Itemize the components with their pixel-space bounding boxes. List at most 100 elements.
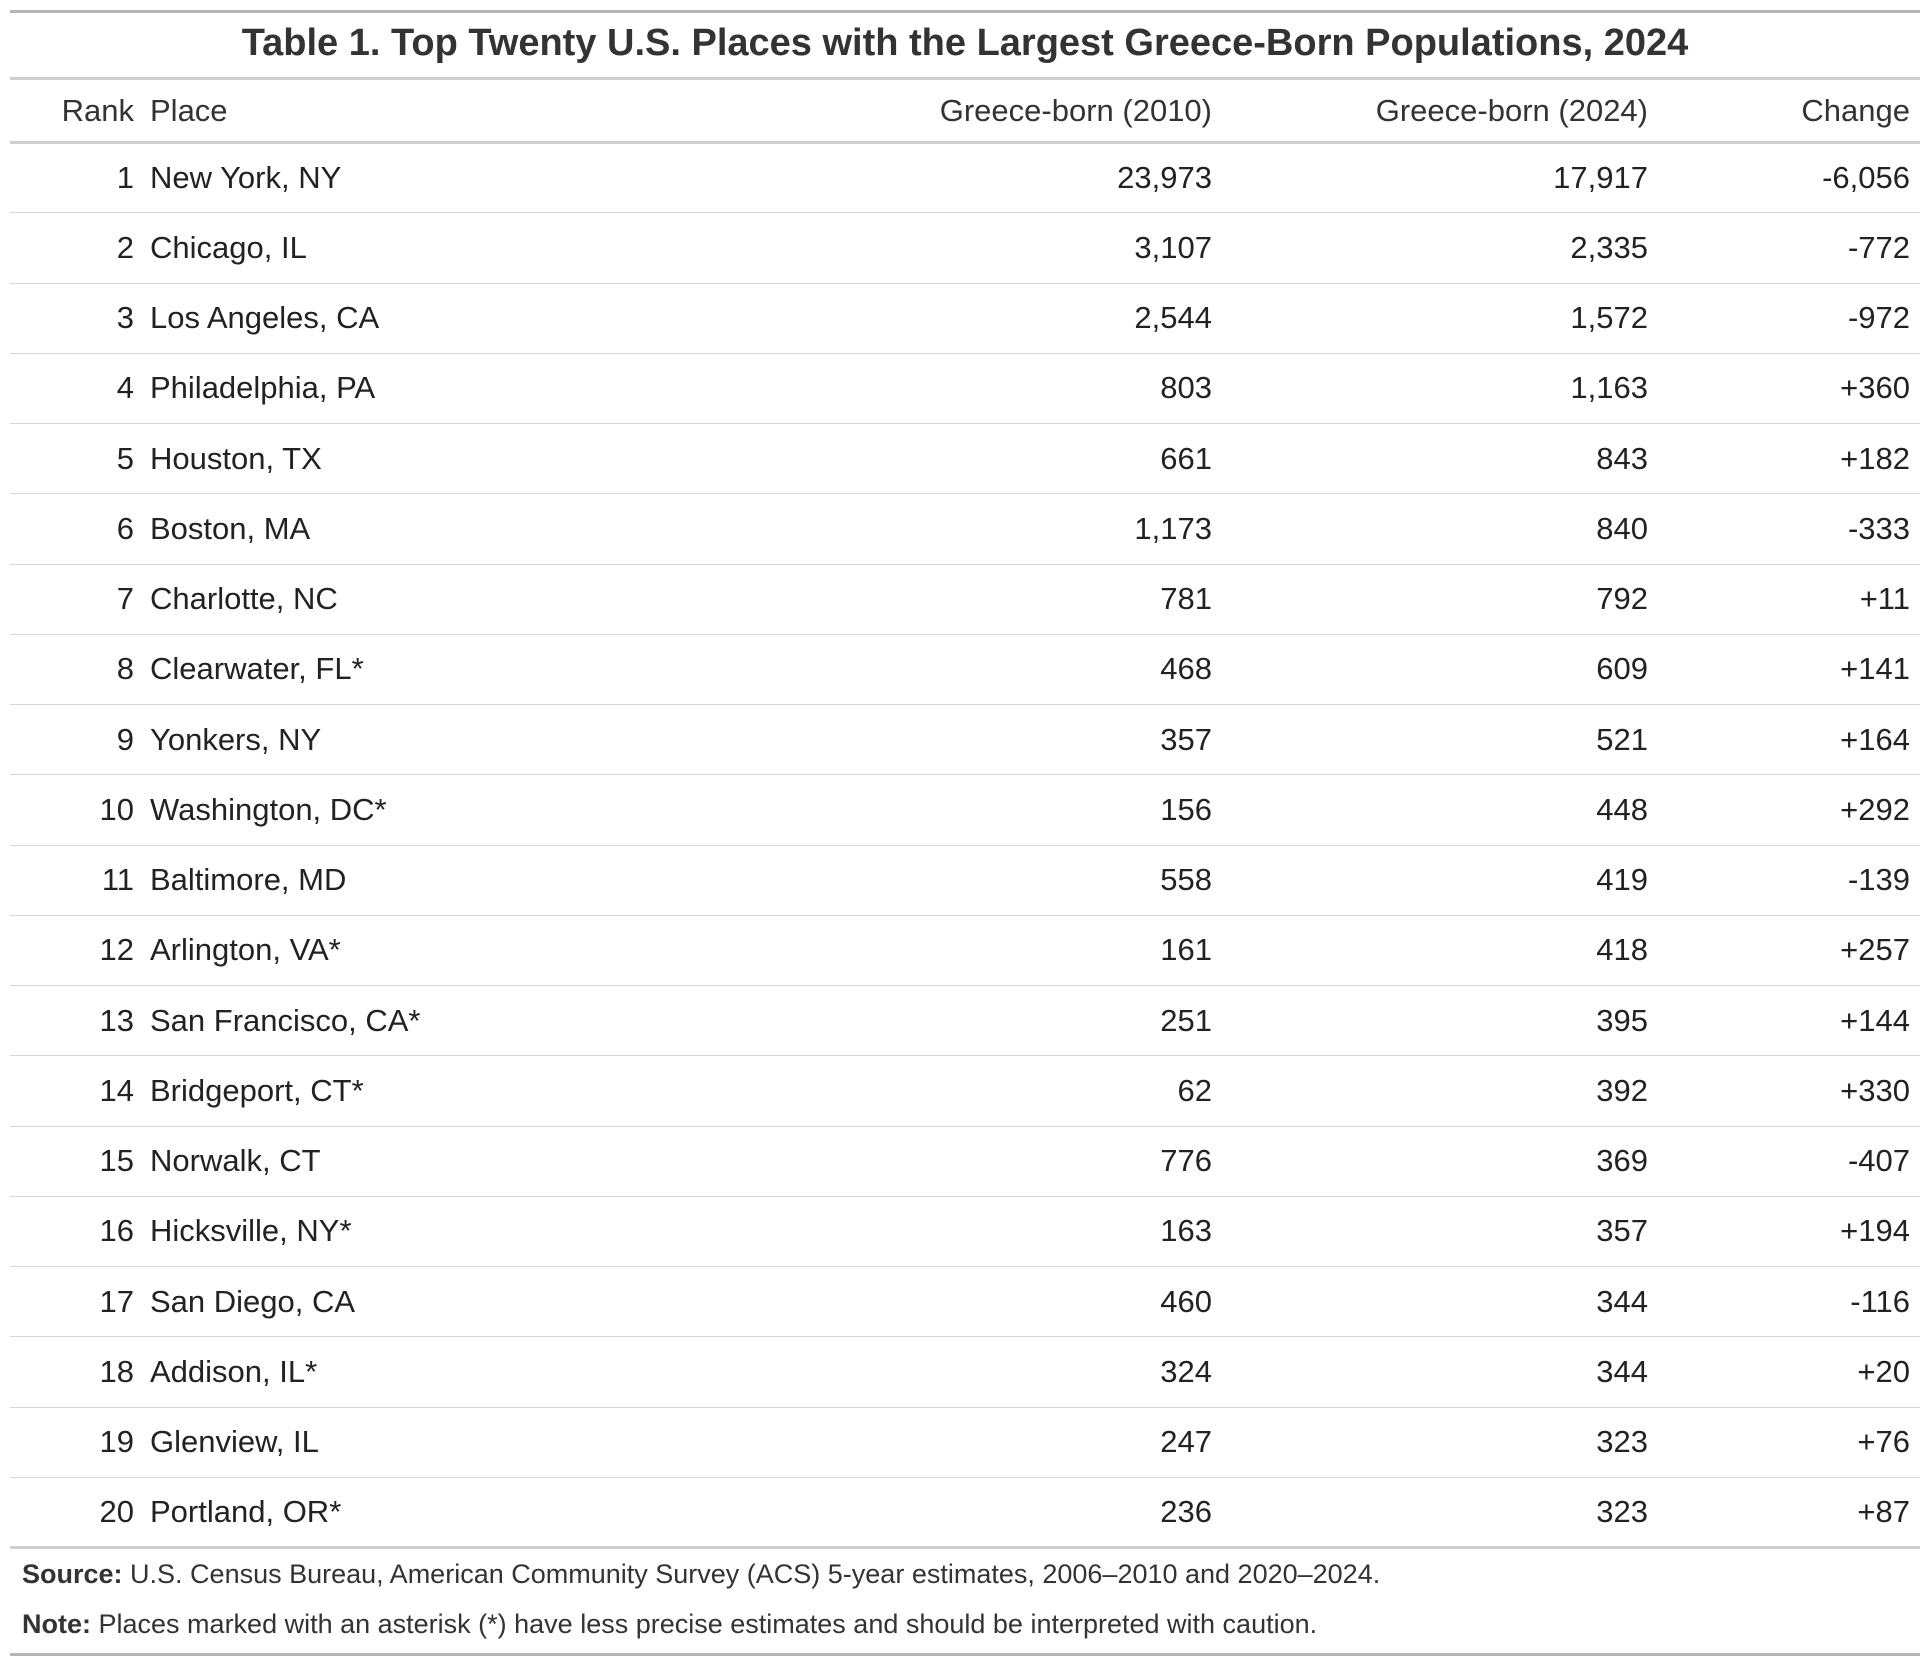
table-row: 3 Los Angeles, CA 2,544 1,572 -972 bbox=[10, 283, 1920, 354]
table-row: 18 Addison, IL* 324 344 +20 bbox=[10, 1337, 1920, 1407]
table-figure: Table 1. Top Twenty U.S. Places with the… bbox=[10, 10, 1920, 1656]
cell-2024: 323 bbox=[1596, 1424, 1648, 1460]
table-title: Table 1. Top Twenty U.S. Places with the… bbox=[241, 22, 1689, 64]
header-row: Rank Place Greece-born (2010) Greece-bor… bbox=[10, 78, 1920, 143]
cell-rank: 14 bbox=[99, 1072, 134, 1108]
cell-2010: 163 bbox=[1160, 1213, 1212, 1249]
cell-change: -407 bbox=[1847, 1143, 1910, 1179]
cell-2024: 2,335 bbox=[1570, 229, 1648, 265]
cell-place: Portland, OR* bbox=[150, 1493, 342, 1529]
header-2010: Greece-born (2010) bbox=[939, 92, 1212, 128]
population-table: Rank Place Greece-born (2010) Greece-bor… bbox=[10, 77, 1920, 1549]
cell-rank: 5 bbox=[116, 440, 134, 476]
table-row: 6 Boston, MA 1,173 840 -333 bbox=[10, 494, 1920, 564]
cell-place: San Francisco, CA* bbox=[150, 1002, 421, 1038]
cell-2010: 803 bbox=[1160, 370, 1212, 406]
cell-place: Norwalk, CT bbox=[150, 1143, 321, 1179]
table-row: 14 Bridgeport, CT* 62 392 +330 bbox=[10, 1056, 1920, 1126]
cell-2024: 323 bbox=[1596, 1493, 1648, 1529]
cell-2024: 418 bbox=[1596, 932, 1648, 968]
cell-2024: 357 bbox=[1596, 1213, 1648, 1249]
cell-rank: 19 bbox=[99, 1424, 134, 1460]
cell-2024: 17,917 bbox=[1553, 160, 1648, 196]
cell-2010: 247 bbox=[1160, 1424, 1212, 1460]
cell-rank: 20 bbox=[99, 1493, 134, 1529]
cell-2010: 776 bbox=[1160, 1143, 1212, 1179]
note-line: Note: Places marked with an asterisk (*)… bbox=[22, 1599, 1920, 1649]
cell-change: -116 bbox=[1850, 1283, 1910, 1319]
cell-place: Yonkers, NY bbox=[150, 721, 322, 757]
source-line: Source: U.S. Census Bureau, American Com… bbox=[22, 1549, 1920, 1599]
cell-change: -6,056 bbox=[1822, 160, 1910, 196]
cell-2024: 792 bbox=[1596, 581, 1648, 617]
cell-place: San Diego, CA bbox=[150, 1283, 356, 1319]
cell-change: +292 bbox=[1840, 791, 1910, 827]
cell-2024: 395 bbox=[1596, 1002, 1648, 1038]
note-label: Note: bbox=[22, 1609, 91, 1639]
cell-2024: 1,572 bbox=[1570, 300, 1648, 336]
cell-change: +87 bbox=[1857, 1493, 1910, 1529]
cell-2010: 781 bbox=[1160, 581, 1212, 617]
cell-2024: 344 bbox=[1596, 1353, 1648, 1389]
cell-place: Hicksville, NY* bbox=[150, 1213, 352, 1249]
table-row: 10 Washington, DC* 156 448 +292 bbox=[10, 775, 1920, 845]
table-notes: Source: U.S. Census Bureau, American Com… bbox=[10, 1549, 1920, 1649]
cell-2010: 1,173 bbox=[1134, 510, 1212, 546]
cell-2024: 840 bbox=[1596, 510, 1648, 546]
table-row: 2 Chicago, IL 3,107 2,335 -772 bbox=[10, 213, 1920, 283]
top-rule bbox=[10, 10, 1920, 13]
cell-2010: 324 bbox=[1160, 1353, 1212, 1389]
cell-rank: 8 bbox=[116, 651, 134, 687]
cell-place: Addison, IL* bbox=[150, 1353, 318, 1389]
cell-2010: 156 bbox=[1160, 791, 1212, 827]
table-row: 11 Baltimore, MD 558 419 -139 bbox=[10, 845, 1920, 916]
note-text: Places marked with an asterisk (*) have … bbox=[98, 1609, 1318, 1639]
cell-rank: 16 bbox=[99, 1213, 134, 1249]
cell-place: Arlington, VA* bbox=[150, 932, 341, 968]
cell-rank: 7 bbox=[116, 581, 134, 617]
table-row: 7 Charlotte, NC 781 792 +11 bbox=[10, 564, 1920, 635]
cell-place: Charlotte, NC bbox=[150, 581, 338, 617]
cell-change: +11 bbox=[1859, 581, 1910, 617]
cell-2010: 468 bbox=[1160, 651, 1212, 687]
cell-2024: 521 bbox=[1596, 721, 1648, 757]
source-text: U.S. Census Bureau, American Community S… bbox=[130, 1559, 1381, 1589]
cell-place: Glenview, IL bbox=[150, 1424, 319, 1460]
cell-2010: 558 bbox=[1160, 862, 1212, 898]
cell-2024: 392 bbox=[1596, 1072, 1648, 1108]
cell-2024: 369 bbox=[1596, 1143, 1648, 1179]
table-row: 12 Arlington, VA* 161 418 +257 bbox=[10, 915, 1920, 986]
cell-2010: 3,107 bbox=[1134, 229, 1212, 265]
cell-2024: 448 bbox=[1596, 791, 1648, 827]
cell-place: Houston, TX bbox=[150, 440, 322, 476]
cell-rank: 6 bbox=[116, 510, 134, 546]
cell-change: +330 bbox=[1840, 1072, 1910, 1108]
cell-2024: 1,163 bbox=[1570, 370, 1648, 406]
table-row: 13 San Francisco, CA* 251 395 +144 bbox=[10, 986, 1920, 1056]
cell-rank: 4 bbox=[116, 370, 134, 406]
cell-change: -972 bbox=[1847, 300, 1910, 336]
cell-change: +164 bbox=[1840, 721, 1910, 757]
cell-rank: 17 bbox=[99, 1283, 134, 1319]
header-place: Place bbox=[150, 92, 228, 128]
table-row: 15 Norwalk, CT 776 369 -407 bbox=[10, 1126, 1920, 1197]
cell-place: Chicago, IL bbox=[150, 229, 307, 265]
cell-2010: 62 bbox=[1177, 1072, 1212, 1108]
table-row: 5 Houston, TX 661 843 +182 bbox=[10, 424, 1920, 494]
cell-2010: 2,544 bbox=[1134, 300, 1212, 336]
cell-rank: 15 bbox=[99, 1143, 134, 1179]
cell-place: Clearwater, FL* bbox=[150, 651, 364, 687]
cell-place: Los Angeles, CA bbox=[150, 300, 380, 336]
cell-change: +194 bbox=[1840, 1213, 1910, 1249]
cell-2010: 460 bbox=[1160, 1283, 1212, 1319]
cell-place: Baltimore, MD bbox=[150, 862, 347, 898]
cell-rank: 13 bbox=[99, 1002, 134, 1038]
cell-change: +144 bbox=[1840, 1002, 1910, 1038]
header-rank: Rank bbox=[61, 92, 134, 128]
cell-place: Philadelphia, PA bbox=[150, 370, 376, 406]
table-row: 4 Philadelphia, PA 803 1,163 +360 bbox=[10, 353, 1920, 424]
cell-change: -139 bbox=[1847, 862, 1910, 898]
cell-change: +20 bbox=[1857, 1353, 1910, 1389]
table-row: 19 Glenview, IL 247 323 +76 bbox=[10, 1407, 1920, 1478]
cell-2024: 843 bbox=[1596, 440, 1648, 476]
